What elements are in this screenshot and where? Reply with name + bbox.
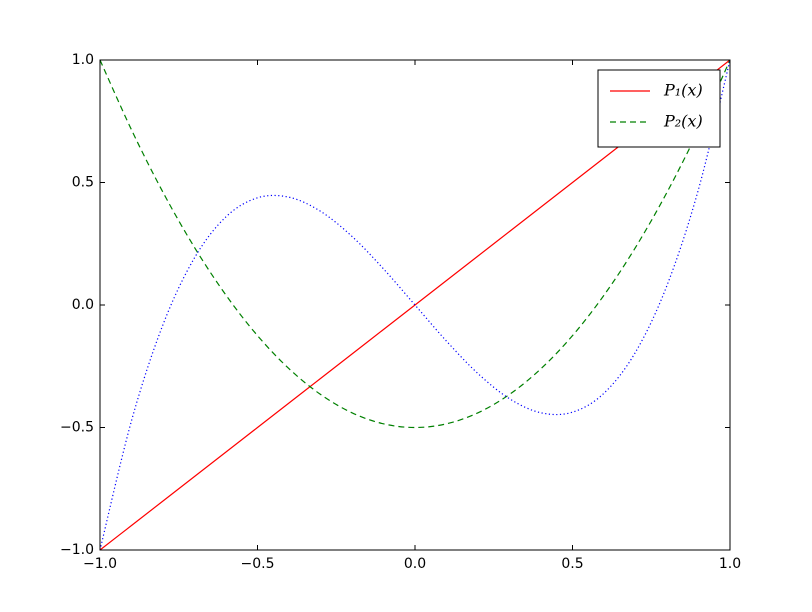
x-tick-label: −1.0: [83, 556, 117, 572]
y-tick-label: −1.0: [60, 542, 94, 558]
y-tick-label: 1.0: [72, 52, 94, 68]
x-tick-label: −0.5: [241, 556, 275, 572]
x-tick-label: 1.0: [719, 556, 741, 572]
y-tick-label: −0.5: [60, 420, 94, 436]
y-tick-label: 0.0: [72, 297, 94, 313]
legend-label: P₁(x): [663, 81, 703, 100]
y-tick-label: 0.5: [72, 175, 94, 191]
line-series: [99, 59, 731, 429]
x-tick-label: 0.0: [404, 556, 426, 572]
legend-box: [597, 69, 721, 148]
x-tick-label: 0.5: [561, 556, 583, 572]
legend-label: P₂(x): [663, 112, 703, 131]
